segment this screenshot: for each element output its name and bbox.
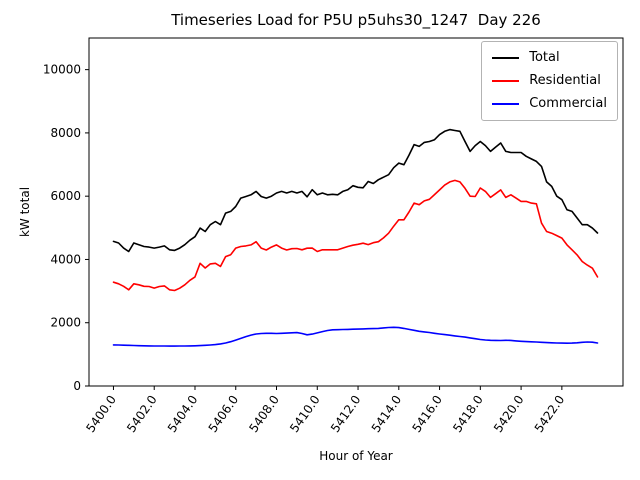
x-tick-label: 5422.0: [532, 393, 568, 435]
legend-line-sample: [492, 80, 520, 82]
legend-item-residential: Residential: [492, 72, 607, 90]
y-axis-label: kW total: [18, 186, 32, 238]
chart-title: Timeseries Load for P5U p5uhs30_1247 Day…: [171, 11, 541, 29]
legend-line-sample: [492, 103, 520, 105]
x-tick-label: 5414.0: [369, 393, 405, 435]
x-tick-label: 5410.0: [287, 393, 323, 435]
y-tick-label: 6000: [50, 189, 81, 203]
series-line-total: [112, 128, 599, 253]
legend-line-sample: [492, 57, 520, 59]
series-line-residential: [112, 179, 599, 292]
x-tick-label: 5402.0: [124, 393, 160, 435]
legend-item-commercial: Commercial: [492, 95, 607, 113]
y-tick-label: 0: [73, 379, 81, 393]
x-tick-label: 5406.0: [206, 393, 242, 435]
axes-frame: [88, 37, 624, 387]
legend: Total Residential Commercial: [481, 41, 618, 121]
y-tick-label: 10000: [43, 63, 81, 77]
x-tick-label: 5416.0: [409, 393, 445, 435]
y-tick-label: 8000: [50, 126, 81, 140]
legend-label: Total: [529, 50, 560, 65]
y-tick-label: 4000: [50, 252, 81, 266]
y-tick-label: 2000: [50, 316, 81, 330]
x-tick-label: 5400.0: [83, 393, 119, 435]
x-tick-label: 5408.0: [246, 393, 282, 435]
x-tick-label: 5404.0: [165, 393, 201, 435]
legend-label: Residential: [529, 73, 601, 88]
legend-label: Commercial: [529, 96, 607, 111]
x-axis-label: Hour of Year: [319, 449, 393, 463]
legend-item-total: Total: [492, 49, 607, 67]
x-tick-label: 5412.0: [328, 393, 364, 435]
x-tick-label: 5420.0: [491, 393, 527, 435]
series-line-commercial: [112, 326, 599, 347]
x-tick-label: 5418.0: [450, 393, 486, 435]
